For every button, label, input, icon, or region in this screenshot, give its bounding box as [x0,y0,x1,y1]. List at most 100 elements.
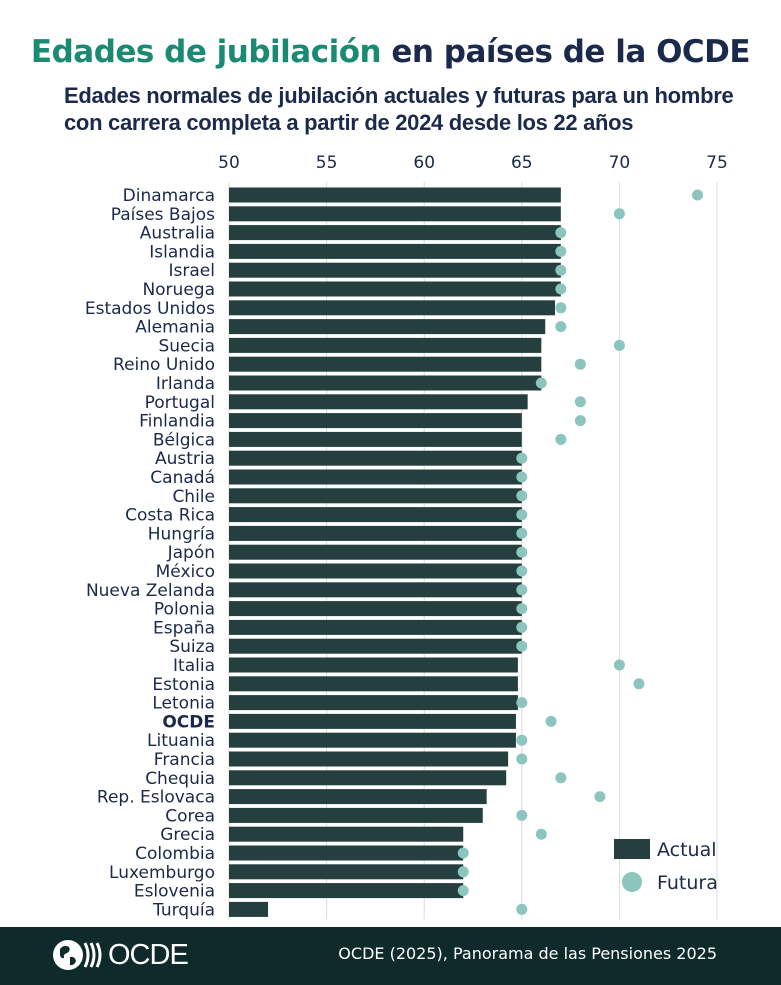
bar-actual [229,507,522,523]
title-accent: Edades de jubilación [30,34,382,70]
dot-futura [555,283,567,295]
title-rest: en países de la OCDE [381,34,751,70]
subtitle: Edades normales de jubilación actuales y… [64,83,734,135]
dot-futura [516,565,528,577]
category-label: Israel [169,261,215,281]
category-label: Suiza [169,637,215,657]
legend-label-futura: Futura [657,872,718,894]
dot-futura [516,527,528,539]
category-label: Hungría [148,524,215,544]
bar-actual [229,337,542,353]
source-note: OCDE (2025), Panorama de las Pensiones 2… [338,944,717,963]
bar-actual [229,356,542,372]
category-label: Bélgica [153,430,215,450]
bar-actual [229,394,528,410]
dot-futura [516,490,528,502]
dot-futura [516,452,528,464]
bar-actual [229,469,522,485]
bar-actual [229,732,516,748]
logo-text: OCDE [108,938,189,971]
dot-futura [516,903,528,915]
bar-actual [229,883,464,899]
dot-futura [516,603,528,615]
category-label: Luxemburgo [109,863,215,883]
bar-actual [229,225,561,241]
bar-actual [229,657,518,673]
dot-futura [555,321,567,333]
dot-futura [555,227,567,239]
dot-futura [516,734,528,746]
bar-actual [229,676,518,692]
dot-futura [516,621,528,633]
dot-futura [535,377,547,389]
dot-futura [545,715,557,727]
legend-swatch-futura [622,872,642,892]
bar-actual [229,206,561,222]
ocde-logo: OCDE [52,937,189,973]
dot-futura [516,697,528,709]
category-label: Países Bajos [111,205,215,225]
category-label: Dinamarca [123,186,215,206]
bar-actual [229,281,561,297]
bar-actual [229,488,522,504]
dot-futura [535,828,547,840]
category-label: OCDE [162,712,215,732]
bar-actual [229,187,561,203]
dot-futura [555,264,567,276]
bar-actual [229,413,522,429]
dot-futura [613,339,625,351]
dot-futura [574,358,586,370]
dot-futura [574,415,586,427]
bar-actual [229,864,464,880]
bar-actual [229,450,522,466]
bar-actual [229,901,269,917]
dot-futura [691,189,703,201]
category-label: Lituania [147,731,215,751]
bar-actual [229,845,464,861]
dot-futura [574,396,586,408]
dot-futura [457,885,469,897]
category-label: Chequia [145,769,215,789]
category-label: Portugal [145,393,215,413]
bar-actual [229,751,509,767]
category-label: Turquía [152,900,215,920]
legend-swatch-actual [614,839,650,859]
dot-futura [516,471,528,483]
category-label: Canadá [150,468,215,488]
dot-futura [516,509,528,521]
page-title: Edades de jubilación en países de la OCD… [0,34,781,70]
dot-futura [613,208,625,220]
x-tick-label: 50 [218,153,240,173]
dot-futura [457,847,469,859]
dot-futura [633,678,645,690]
category-label: Nueva Zelanda [86,581,215,601]
category-label: Estonia [152,675,215,695]
bar-actual [229,243,561,259]
category-label: Francia [154,750,215,770]
category-label: Japón [167,543,215,563]
bar-actual [229,826,464,842]
category-label: Australia [140,224,215,244]
bar-actual [229,695,518,711]
bar-actual [229,375,542,391]
dot-futura [555,245,567,257]
category-label: Alemania [135,318,215,338]
x-tick-label: 70 [609,153,631,173]
dot-futura [555,433,567,445]
bar-actual [229,563,522,579]
bar-actual [229,807,483,823]
category-label: Grecia [160,825,215,845]
category-label: Rep. Eslovaca [97,788,215,808]
dot-futura [457,866,469,878]
category-label: Polonia [154,600,215,620]
category-label: Noruega [142,280,215,300]
dot-futura [555,772,567,784]
dot-futura [613,659,625,671]
bar-actual [229,319,546,335]
category-label: España [153,618,215,638]
bar-actual [229,582,522,598]
dot-futura [516,640,528,652]
bar-actual [229,544,522,560]
globe-icon [53,940,102,970]
